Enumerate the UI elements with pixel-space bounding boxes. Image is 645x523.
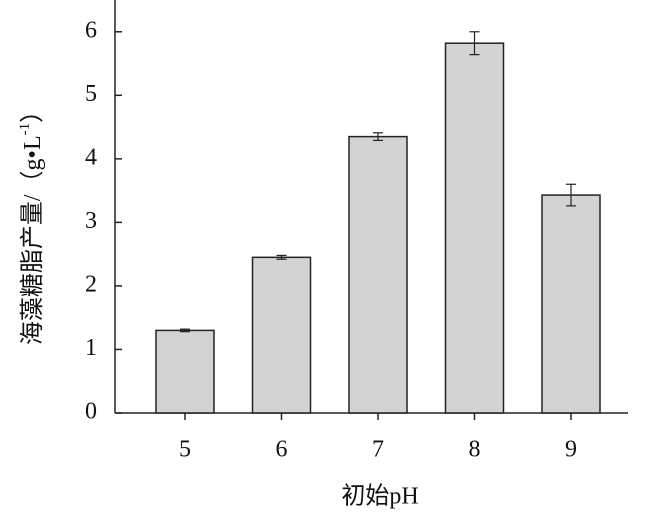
bar [251, 256, 312, 414]
y-axis-label: 海藻糖脂产量/（g•L-1） [17, 99, 45, 345]
error-bar [373, 132, 383, 142]
bar [155, 329, 215, 414]
x-tick-label: 9 [565, 437, 577, 463]
y-label-main: 海藻糖脂产量/（g•L [19, 135, 46, 345]
bar [348, 135, 408, 414]
y-tick-label: 2 [85, 271, 97, 297]
x-tick-label: 7 [372, 437, 384, 463]
x-tick-label: 6 [276, 437, 288, 463]
y-label-end: ） [20, 99, 46, 123]
error-bar [469, 31, 480, 56]
error-bar [276, 254, 287, 260]
bar [541, 194, 601, 414]
y-tick-label: 3 [85, 208, 97, 234]
x-tick-label: 5 [179, 437, 191, 463]
x-axis-label: 初始pH [341, 483, 418, 510]
y-tick-label: 4 [85, 144, 97, 170]
y-tick-label: 0 [85, 399, 97, 425]
y-tick-label: 6 [85, 17, 97, 43]
y-tick-label: 1 [85, 335, 97, 361]
x-tick-label: 8 [469, 437, 481, 463]
error-bar [566, 183, 576, 207]
y-label-sup: -1 [17, 123, 33, 136]
y-tick-label: 5 [85, 81, 97, 107]
error-bar [180, 328, 190, 333]
bar [444, 42, 505, 414]
